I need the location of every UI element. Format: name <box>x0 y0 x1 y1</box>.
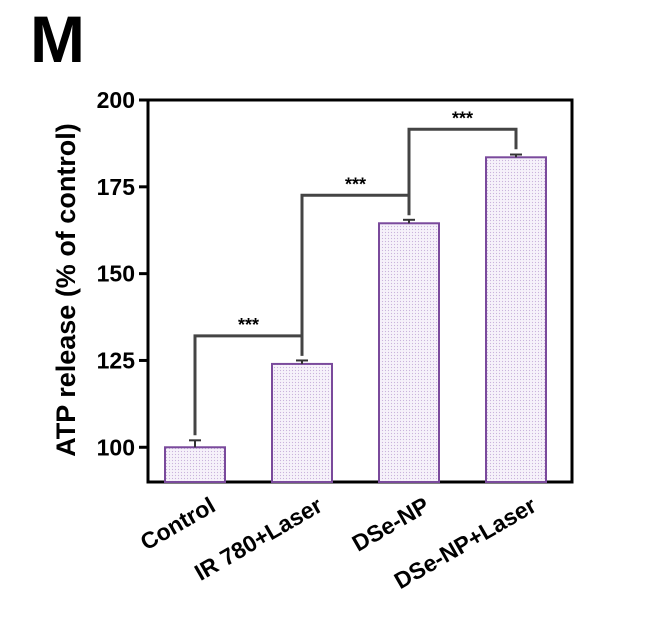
significance-label-2: *** <box>452 108 473 128</box>
bar-2 <box>378 222 440 483</box>
y-tick-label-2: 150 <box>97 261 135 287</box>
bar-3 <box>485 156 547 484</box>
panel-label: M <box>30 2 85 76</box>
y-axis-label: ATP release (% of control) <box>51 123 81 457</box>
plot-frame <box>146 98 574 484</box>
y-tick-label-4: 200 <box>97 87 135 113</box>
x-tick-label-0: Control <box>136 492 220 555</box>
bar-0 <box>164 446 226 484</box>
y-tick-label-0: 100 <box>97 434 135 460</box>
significance-label-0: *** <box>238 315 259 335</box>
bar-1 <box>271 362 333 483</box>
y-tick-label-3: 175 <box>97 174 136 200</box>
x-tick-label-2: DSe-NP <box>347 492 433 557</box>
significance-bracket-2 <box>407 127 518 212</box>
y-tick-label-1: 125 <box>97 347 136 373</box>
significance-label-1: *** <box>345 174 366 194</box>
